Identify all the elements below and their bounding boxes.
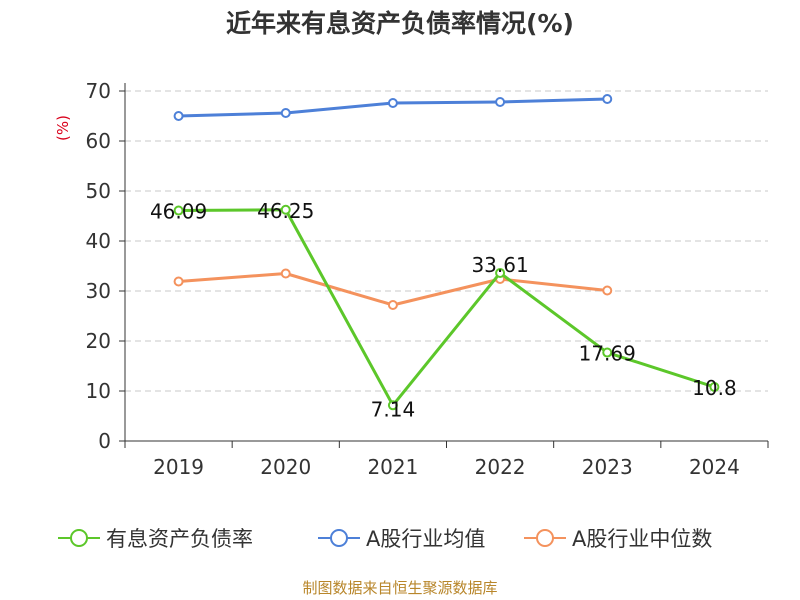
- data-point-debt-ratio[interactable]: [495, 267, 506, 278]
- data-point-debt-ratio[interactable]: [387, 400, 398, 411]
- y-tick-label: 40: [86, 229, 111, 253]
- data-point-debt-ratio[interactable]: [173, 205, 184, 216]
- legend-marker-orange-icon: [524, 529, 566, 547]
- y-tick-label: 60: [86, 129, 111, 153]
- data-point-debt-ratio[interactable]: [709, 382, 720, 392]
- data-point-industry-median[interactable]: [173, 276, 184, 287]
- data-point-industry-mean[interactable]: [280, 108, 291, 118]
- data-label: 7.14: [371, 397, 416, 421]
- legend: 有息资产负债率 A股行业均值 A股行业中位数: [0, 518, 800, 558]
- y-tick-label: 50: [86, 179, 111, 203]
- y-tick-label: 10: [86, 379, 111, 403]
- y-tick-label: 30: [86, 279, 111, 303]
- grid-layer: [125, 90, 768, 392]
- data-point-industry-median[interactable]: [387, 300, 398, 310]
- legend-marker-green-icon: [58, 529, 100, 547]
- y-tick-label: 70: [86, 79, 111, 103]
- data-point-industry-mean[interactable]: [495, 97, 506, 107]
- x-tick-label: 2020: [260, 455, 311, 479]
- legend-label-industry-median: A股行业中位数: [572, 527, 713, 551]
- data-point-industry-median[interactable]: [602, 285, 613, 296]
- chart-title: 近年来有息资产负债率情况(%): [226, 9, 574, 38]
- source-note: 制图数据来自恒生聚源数据库: [302, 579, 498, 597]
- data-label: 46.09: [150, 200, 207, 224]
- data-point-industry-mean[interactable]: [602, 94, 613, 104]
- data-label: 33.61: [471, 253, 528, 277]
- x-tick-label: 2023: [582, 455, 633, 479]
- data-point-industry-mean[interactable]: [387, 98, 398, 108]
- legend-label-debt-ratio: 有息资产负债率: [106, 527, 253, 551]
- x-tick-label: 2022: [475, 455, 526, 479]
- series-layer: [173, 94, 720, 411]
- y-tick-label: 0: [98, 429, 111, 453]
- data-point-debt-ratio[interactable]: [280, 204, 291, 215]
- data-point-industry-mean[interactable]: [173, 111, 184, 121]
- legend-item-debt-ratio[interactable]: 有息资产负债率: [58, 518, 253, 558]
- data-label: 46.25: [257, 199, 314, 223]
- data-point-industry-median[interactable]: [280, 268, 291, 279]
- x-tick-label: 2021: [367, 455, 418, 479]
- data-label: 10.8: [692, 376, 737, 400]
- data-label: 17.69: [579, 342, 636, 366]
- axis-layer: 0 10 20 30 40 50 60 70 2019 2020 2021 2022 2023 2024: [86, 79, 769, 479]
- legend-item-industry-mean[interactable]: A股行业均值: [318, 518, 485, 558]
- series-line-debt-ratio: [178, 208, 715, 407]
- legend-item-industry-median[interactable]: A股行业中位数: [524, 518, 712, 558]
- legend-label-industry-mean: A股行业均值: [366, 527, 486, 551]
- x-tick-label: 2024: [689, 455, 740, 479]
- data-point-debt-ratio[interactable]: [602, 347, 613, 358]
- x-tick-label: 2019: [153, 455, 204, 479]
- data-label-layer: 46.09 46.25 7.14 33.61 17.69 10.8: [150, 199, 737, 422]
- y-tick-label: 20: [86, 329, 111, 353]
- y-axis-label: (%): [54, 115, 72, 141]
- legend-marker-blue-icon: [318, 529, 360, 547]
